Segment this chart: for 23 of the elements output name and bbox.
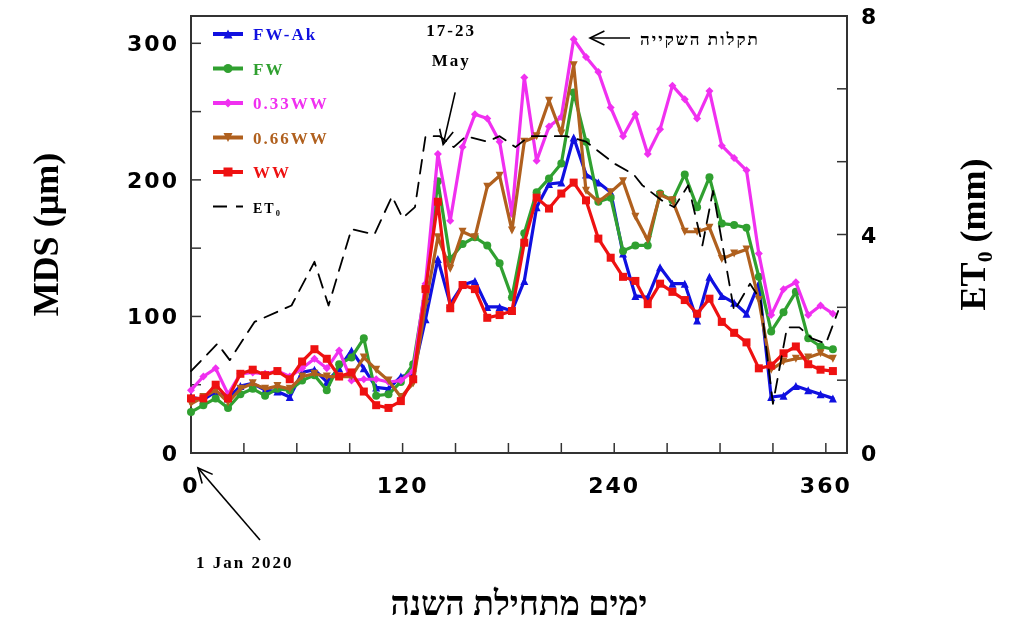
y-tick-label: 200 xyxy=(127,167,179,193)
legend-label: 0.33WW xyxy=(253,94,329,113)
y2-tick-label: 8 xyxy=(861,4,879,29)
y2-tick-label: 0 xyxy=(861,441,879,466)
x-tick-label: 240 xyxy=(588,473,641,498)
y-tick-label: 300 xyxy=(127,31,179,57)
annotation: תקלות השקייה xyxy=(640,30,760,49)
annotation: 17-23 May xyxy=(425,20,477,73)
y-tick-label: 100 xyxy=(127,304,179,330)
x-tick-label: 360 xyxy=(799,473,852,498)
x-axis-title: ימים מתחילת השנה xyxy=(390,585,648,622)
y2-tick-label: 4 xyxy=(861,222,879,248)
legend-label: FW-Ak xyxy=(253,25,318,44)
y2-axis-title: ET₀ (mm) xyxy=(953,158,993,311)
legend-label: 0.66WW xyxy=(253,128,329,148)
x-tick-label: 0 xyxy=(182,473,200,498)
text: 1 Jan 2020 xyxy=(196,553,294,572)
legend-label: WW xyxy=(253,163,291,182)
y-axis-title: MDS (µm) xyxy=(26,152,66,317)
y-tick-label: 0 xyxy=(161,441,179,466)
legend-label: FW xyxy=(253,59,285,79)
x-tick-label: 120 xyxy=(376,473,429,498)
legend-label: ET₀ xyxy=(253,200,282,216)
